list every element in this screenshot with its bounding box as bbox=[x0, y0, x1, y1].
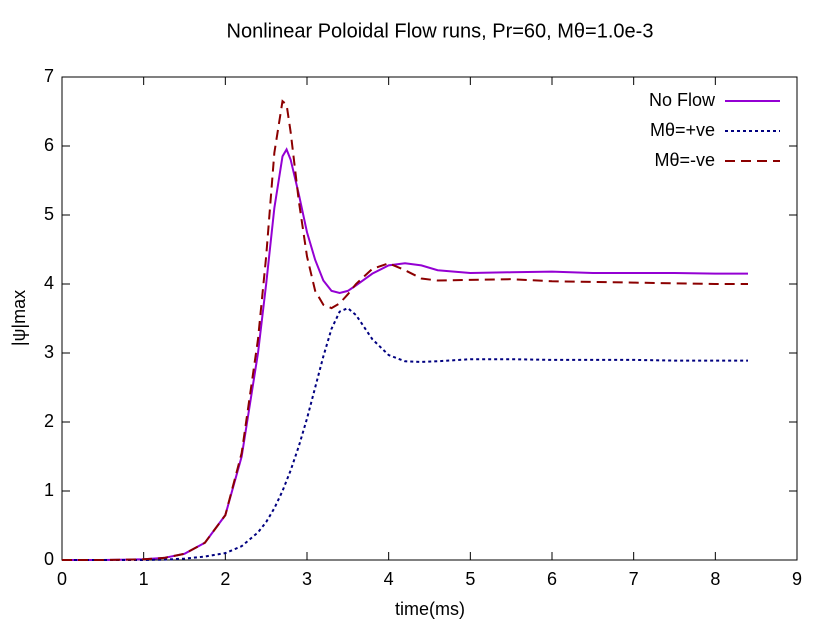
y-axis-label: |ψ|max bbox=[9, 290, 29, 346]
legend-label: No Flow bbox=[649, 90, 716, 110]
y-tick-label: 3 bbox=[44, 342, 54, 362]
x-tick-label: 5 bbox=[465, 569, 475, 589]
x-tick-label: 3 bbox=[302, 569, 312, 589]
y-tick-label: 6 bbox=[44, 135, 54, 155]
y-tick-label: 5 bbox=[44, 204, 54, 224]
legend-label: Mθ=+ve bbox=[650, 120, 715, 140]
x-tick-label: 0 bbox=[57, 569, 67, 589]
x-tick-label: 2 bbox=[220, 569, 230, 589]
line-series bbox=[62, 306, 748, 561]
line-series bbox=[62, 147, 748, 561]
y-tick-label: 2 bbox=[44, 411, 54, 431]
y-tick-label: 0 bbox=[44, 549, 54, 569]
x-tick-label: 1 bbox=[139, 569, 149, 589]
x-tick-label: 8 bbox=[710, 569, 720, 589]
x-tick-label: 4 bbox=[384, 569, 394, 589]
y-tick-label: 7 bbox=[44, 66, 54, 86]
x-axis-label: time(ms) bbox=[395, 599, 465, 619]
y-tick-label: 1 bbox=[44, 480, 54, 500]
plot-frame bbox=[61, 76, 798, 561]
y-tick-label: 4 bbox=[44, 273, 54, 293]
x-tick-label: 9 bbox=[792, 569, 802, 589]
x-tick-label: 6 bbox=[547, 569, 557, 589]
legend-label: Mθ=-ve bbox=[654, 150, 715, 170]
x-tick-label: 7 bbox=[629, 569, 639, 589]
line-series bbox=[62, 99, 748, 561]
chart-title: Nonlinear Poloidal Flow runs, Pr=60, Mθ=… bbox=[227, 20, 654, 42]
